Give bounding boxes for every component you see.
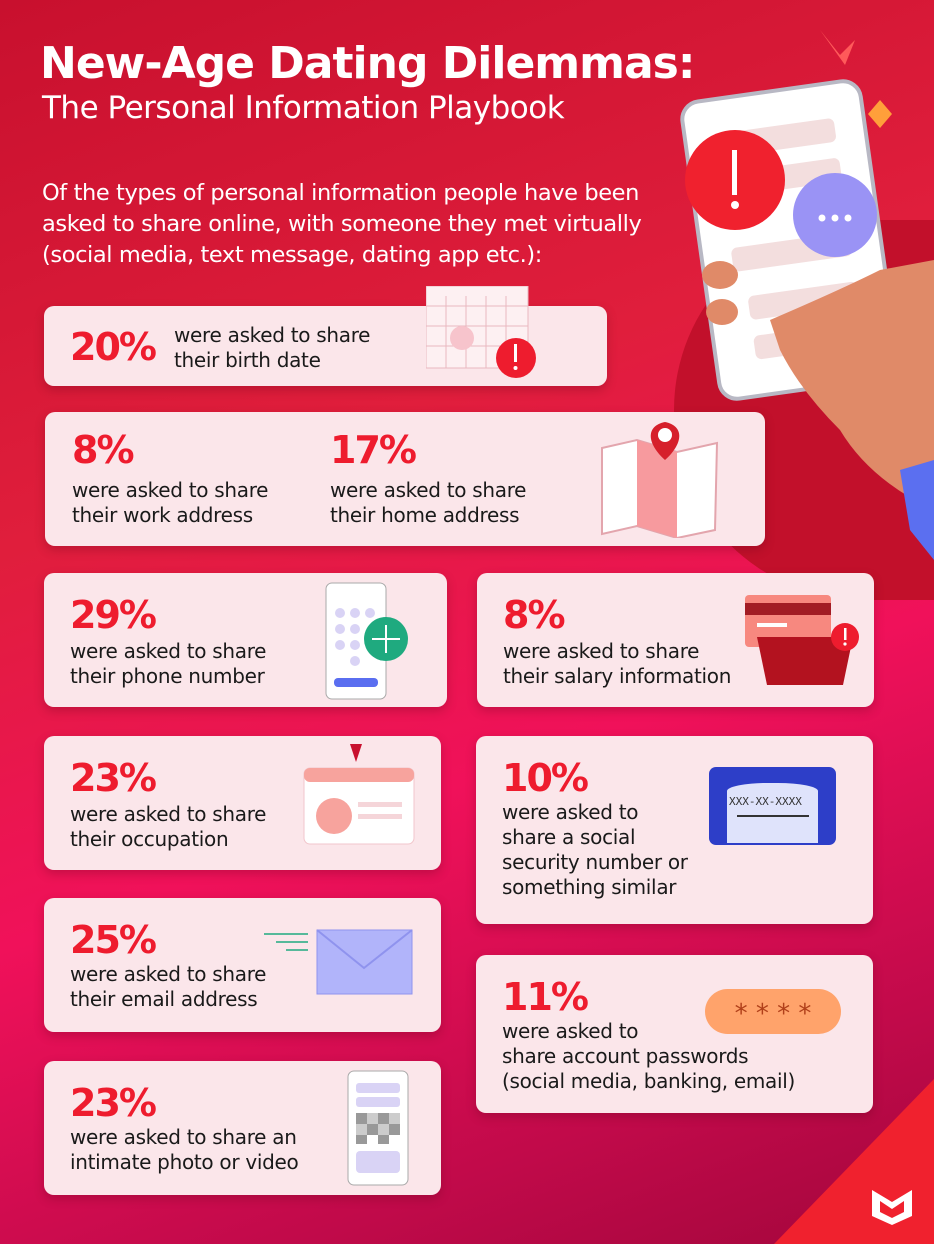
phone-hand-illustration: [680, 30, 934, 560]
stat-card-occupation: 23% were asked to share their occupation: [44, 736, 441, 870]
stat-percent: 25%: [70, 918, 157, 962]
stat-text: were asked to share a social security nu…: [502, 800, 688, 899]
stat-card-phone-number: 29% were asked to share their phone numb…: [44, 573, 447, 707]
stat-percent: 10%: [502, 756, 589, 800]
stat-text: were asked to share their phone number: [70, 639, 267, 688]
page-subtitle: The Personal Information Playbook: [42, 90, 565, 126]
envelope-icon: [264, 929, 413, 995]
intro-text: Of the types of personal information peo…: [42, 180, 642, 268]
wallet-icon: [745, 595, 859, 685]
stat-card-salary: 8% were asked to share their salary info…: [477, 573, 874, 707]
password-icon: * * * *: [705, 989, 841, 1034]
stat-percent: 23%: [70, 1081, 157, 1125]
stat-text: were asked to share their occupation: [70, 802, 267, 851]
ssn-card-icon: XXX-XX-XXXX: [709, 767, 836, 845]
stat-percent: 20%: [70, 325, 157, 369]
stat-text: were asked to share their birth date: [174, 323, 371, 372]
ssn-card-text: XXX-XX-XXXX: [729, 795, 802, 808]
calendar-icon: [426, 286, 536, 378]
page-title: New-Age Dating Dilemmas:: [40, 38, 695, 89]
stat-text: were asked to share their home address: [330, 478, 527, 527]
shield-logo-icon: [872, 1190, 912, 1225]
stat-card-birth-date: 20% were asked to share their birth date: [44, 286, 607, 386]
stat-text: were asked to share account passwords (s…: [502, 1019, 796, 1093]
phone-dialpad-icon: [325, 582, 408, 700]
stat-percent: 11%: [502, 975, 589, 1019]
stat-card-ssn: 10% were asked to share a social securit…: [476, 736, 873, 924]
stat-card-passwords: 11% were asked to share account password…: [476, 955, 873, 1113]
stat-text: were asked to share their work address: [72, 478, 269, 527]
stat-text: were asked to share an intimate photo or…: [70, 1125, 299, 1174]
phone-photo-icon: [347, 1070, 409, 1186]
stat-card-intimate-photo: 23% were asked to share an intimate phot…: [44, 1061, 441, 1195]
stat-text: were asked to share their email address: [70, 962, 267, 1011]
stat-percent: 23%: [70, 756, 157, 800]
stat-percent: 8%: [503, 593, 565, 637]
map-pin-icon: [601, 422, 719, 538]
stat-percent: 17%: [330, 428, 417, 472]
stat-card-addresses: 8% were asked to share their work addres…: [45, 412, 765, 546]
stat-text: were asked to share their salary informa…: [503, 639, 732, 688]
stat-percent: 29%: [70, 593, 157, 637]
stat-card-email: 25% were asked to share their email addr…: [44, 898, 441, 1032]
stat-percent: 8%: [72, 428, 134, 472]
id-badge-icon: [303, 744, 415, 845]
